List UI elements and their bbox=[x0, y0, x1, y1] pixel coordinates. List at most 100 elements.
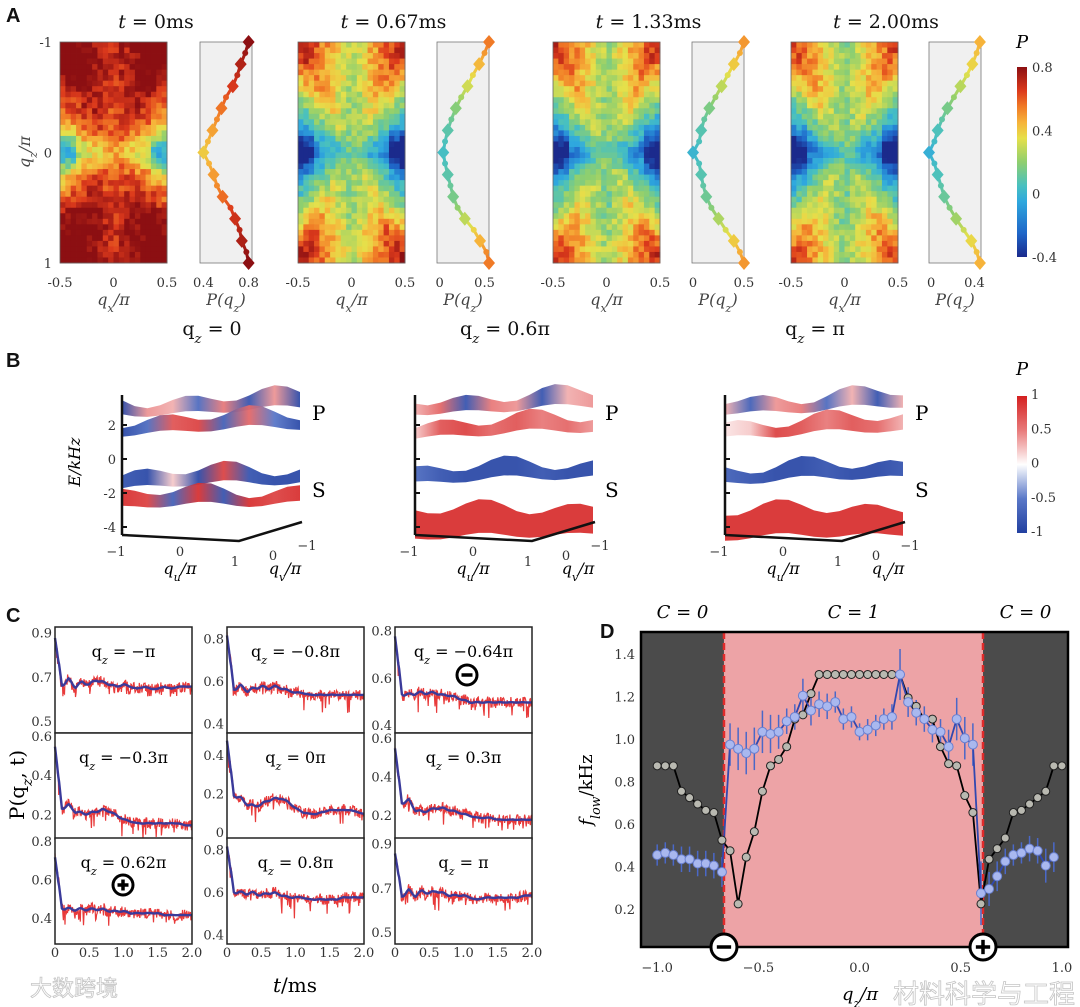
heatmap-cell bbox=[81, 185, 88, 192]
heatmap-cell bbox=[649, 180, 656, 187]
heatmap-cell bbox=[553, 135, 559, 142]
heatmap-cell bbox=[129, 251, 136, 258]
heatmap-cell bbox=[298, 185, 304, 192]
heatmap-cell bbox=[791, 174, 797, 181]
heatmap-cell bbox=[801, 257, 808, 264]
heatmap-cell bbox=[298, 235, 304, 242]
heatmap-cell bbox=[156, 251, 163, 258]
heatmap-cell bbox=[319, 257, 326, 264]
heatmap-cell bbox=[876, 224, 883, 231]
heatmap-cell bbox=[828, 169, 835, 175]
heatmap-cell bbox=[649, 130, 656, 137]
subplot-title-part: z bbox=[423, 654, 430, 667]
heatmap-cell bbox=[372, 135, 379, 142]
heatmap-cell bbox=[76, 119, 82, 126]
heatmap-cell bbox=[383, 86, 390, 93]
profile-point bbox=[696, 160, 703, 167]
heatmap-cell bbox=[590, 163, 597, 170]
heatmap-cell bbox=[860, 174, 867, 181]
heatmap-cell bbox=[611, 42, 618, 48]
heatmap-cell bbox=[298, 124, 304, 131]
heatmap-cell bbox=[633, 158, 639, 164]
heatmap-cell bbox=[574, 108, 581, 115]
heatmap-cell bbox=[574, 97, 581, 104]
heatmap-cell bbox=[145, 202, 152, 209]
heatmap-cell bbox=[887, 229, 894, 236]
heatmap-cell bbox=[134, 91, 141, 98]
heatmap-cell bbox=[574, 246, 581, 253]
heatmap-cell bbox=[849, 80, 856, 87]
heatmap-cell bbox=[633, 229, 639, 236]
heatmap-cell bbox=[129, 91, 136, 98]
heatmap-cell bbox=[791, 124, 797, 131]
heatmap-cell bbox=[579, 235, 586, 242]
heatmap-cell bbox=[892, 86, 899, 93]
heatmap-cell bbox=[553, 130, 559, 137]
heatmap-cell bbox=[330, 251, 336, 258]
colorbar-tick-label: 0.8 bbox=[1032, 61, 1053, 76]
heatmap-cell bbox=[362, 80, 368, 87]
heatmap-cell bbox=[97, 119, 104, 126]
heatmap-cell bbox=[839, 229, 845, 236]
heatmap-cell bbox=[595, 108, 602, 115]
heatmap-cell bbox=[638, 42, 645, 48]
heatmap-cell bbox=[622, 119, 629, 126]
heatmap-cell bbox=[150, 163, 157, 170]
heatmap-cell bbox=[871, 163, 877, 170]
heatmap-cell bbox=[319, 64, 326, 71]
heatmap-cell bbox=[844, 135, 851, 142]
heatmap-cell bbox=[97, 191, 104, 198]
heatmap-cell bbox=[887, 240, 894, 247]
heatmap-cell bbox=[319, 146, 326, 153]
heatmap-cell bbox=[145, 235, 152, 242]
heatmap-cell bbox=[324, 251, 331, 258]
y-tick-label: 0.6 bbox=[203, 886, 224, 901]
profile-x-axis-label-part: z bbox=[962, 302, 969, 315]
heatmap-cell bbox=[611, 235, 618, 242]
profile-point bbox=[234, 72, 241, 79]
heatmap-cell bbox=[346, 229, 352, 236]
heatmap-cell bbox=[812, 174, 819, 181]
heatmap-cell bbox=[839, 224, 845, 231]
heatmap-cell bbox=[356, 246, 363, 253]
heatmap-cell bbox=[102, 229, 109, 236]
heatmap-cell bbox=[622, 251, 629, 258]
heatmap-cell bbox=[876, 218, 883, 225]
heatmap-cell bbox=[601, 229, 607, 236]
heatmap-cell bbox=[156, 174, 163, 181]
heatmap-cell bbox=[876, 80, 883, 87]
heatmap-cell bbox=[367, 135, 374, 142]
heatmap-cell bbox=[627, 102, 634, 109]
heatmap-cell bbox=[569, 207, 575, 214]
heatmap-cell bbox=[574, 180, 581, 187]
heatmap-cell bbox=[876, 169, 883, 175]
heatmap-cell bbox=[372, 42, 379, 48]
heatmap-cell bbox=[367, 58, 374, 65]
heatmap-cell bbox=[145, 58, 152, 65]
heatmap-cell bbox=[346, 124, 352, 131]
profile-x-axis-label-part: ) bbox=[238, 290, 245, 309]
qu-tick-label: 1 bbox=[231, 555, 239, 570]
heatmap-cell bbox=[330, 174, 336, 181]
heatmap-cell bbox=[150, 229, 157, 236]
theory-point bbox=[766, 761, 776, 771]
heatmap-cell bbox=[156, 113, 163, 120]
heatmap-cell bbox=[335, 251, 342, 258]
heatmap-cell bbox=[362, 108, 368, 115]
heatmap-cell bbox=[569, 213, 575, 220]
heatmap-cell bbox=[654, 58, 661, 65]
profile-point bbox=[236, 226, 243, 233]
heatmap-cell bbox=[140, 202, 146, 209]
heatmap-cell bbox=[102, 158, 109, 164]
heatmap-cell bbox=[150, 240, 157, 247]
heatmap-cell bbox=[367, 47, 374, 54]
heatmap-cell bbox=[833, 246, 840, 253]
heatmap-cell bbox=[812, 207, 819, 214]
heatmap-cell bbox=[807, 97, 813, 104]
energy-band-surface bbox=[725, 456, 903, 484]
heatmap-cell bbox=[76, 229, 82, 236]
heatmap-cell bbox=[844, 47, 851, 54]
heatmap-cell bbox=[108, 257, 114, 264]
profile-tick-label: 0 bbox=[689, 276, 697, 291]
x-tick-label: 0.5 bbox=[251, 946, 272, 961]
